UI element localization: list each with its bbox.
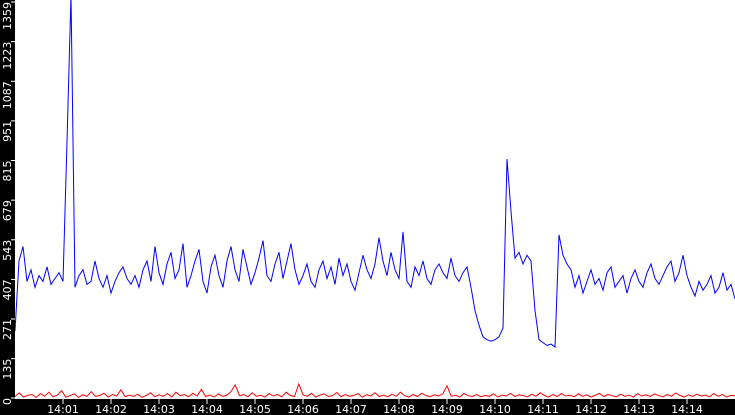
y-tick-label: 0 (1, 398, 14, 405)
x-axis-bar (0, 399, 735, 415)
y-tick-label: 407 (1, 279, 14, 300)
x-tick-label: 14:09 (431, 403, 463, 415)
x-tick-label: 14:03 (143, 403, 175, 415)
x-tick-label: 14:08 (383, 403, 415, 415)
x-axis: 14:01 14:02 14:03 14:04 14:05 14:06 14:07 14:08… (47, 399, 703, 415)
y-axis-bar (0, 0, 15, 415)
x-tick-label: 14:04 (191, 403, 223, 415)
y-tick-label: 271 (1, 319, 14, 340)
series-layer (14, 0, 735, 399)
x-tick-label: 14:11 (527, 403, 559, 415)
y-tick-label: 679 (1, 200, 14, 221)
x-tick-label: 14:10 (479, 403, 511, 415)
series-line-0 (14, 0, 735, 348)
y-tick-label: 135 (1, 359, 14, 380)
y-tick-label: 543 (1, 240, 14, 261)
x-tick-label: 14:14 (671, 403, 703, 415)
y-tick-label: 1359 (1, 2, 14, 30)
x-tick-label: 14:12 (575, 403, 607, 415)
x-tick-label: 14:13 (623, 403, 655, 415)
y-tick-label: 951 (1, 121, 14, 142)
x-tick-label: 14:07 (335, 403, 367, 415)
y-tick-label: 1087 (1, 81, 14, 109)
y-axis: 0 135 271 407 543 679 815 951 1087 1223 1359 (1, 1, 15, 405)
series-line-1 (14, 382, 735, 399)
x-tick-label: 14:02 (95, 403, 127, 415)
x-tick-label: 14:06 (287, 403, 319, 415)
y-tick-label: 1223 (1, 42, 14, 70)
x-tick-label: 14:05 (239, 403, 271, 415)
x-tick-label: 14:01 (47, 403, 79, 415)
y-tick-label: 815 (1, 161, 14, 182)
